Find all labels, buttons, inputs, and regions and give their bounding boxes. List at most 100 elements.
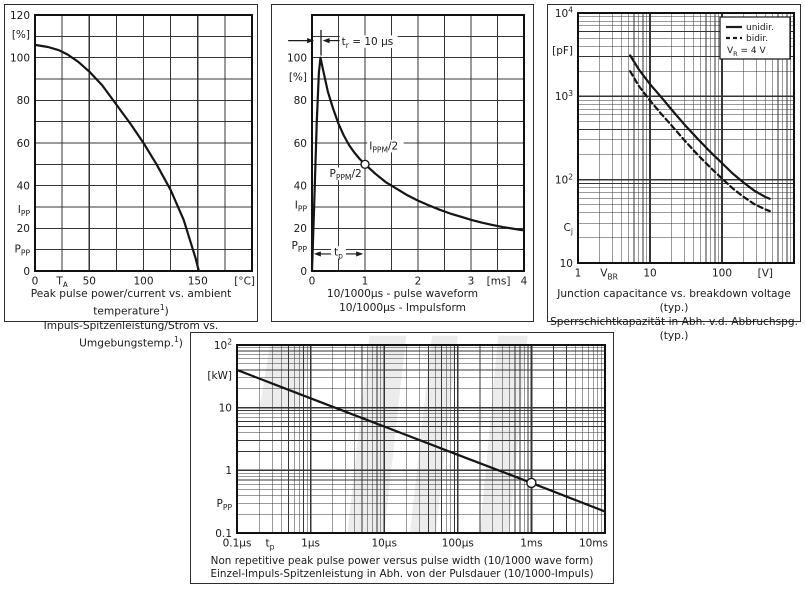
svg-text:[°C]: [°C]	[234, 276, 255, 288]
svg-text:1µs: 1µs	[301, 538, 320, 550]
svg-text:100: 100	[287, 52, 307, 64]
svg-text:PPP: PPP	[292, 240, 308, 254]
svg-text:80: 80	[17, 95, 30, 107]
svg-text:100µs: 100µs	[442, 538, 474, 550]
annotations: tr = 10 µs tp IPPM/2 PPPM/2	[288, 29, 404, 261]
pulse-waveform-caption: 10/1000µs - pulse waveform 10/1000µs - I…	[272, 287, 533, 315]
peak-pulse-power-caption: Non repetitive peak pulse power versus p…	[191, 555, 613, 581]
svg-text:3: 3	[468, 276, 475, 288]
svg-text:VR = 4 V: VR = 4 V	[727, 46, 767, 58]
svg-text:TA: TA	[55, 276, 68, 288]
svg-text:1: 1	[362, 276, 369, 288]
svg-text:60: 60	[294, 138, 307, 150]
svg-text:104: 104	[555, 6, 573, 20]
axis-labels: 1 VBR 10 100 [V] 104 [pF] 103 102 Cj 10	[552, 6, 773, 282]
legend: unidir.bidir. VR = 4 V	[719, 16, 791, 60]
svg-text:102: 102	[214, 338, 232, 352]
junction-capacitance-caption: Junction capacitance vs. breakdown volta…	[548, 287, 800, 343]
svg-text:150: 150	[188, 276, 208, 288]
caption-line-en: Junction capacitance vs. breakdown volta…	[557, 288, 791, 314]
svg-text:100: 100	[133, 276, 153, 288]
series-bidir	[629, 70, 771, 213]
svg-text:0: 0	[32, 276, 39, 288]
caption-line-en: Non repetitive peak pulse power versus p…	[210, 555, 594, 567]
panel-peak-pulse-power: 0.1µs tp 1µs 10µs 100µs 1ms 10ms 102 [kW] 10 1 PPP 0…	[190, 332, 614, 584]
svg-text:0: 0	[23, 266, 30, 278]
svg-text:[%]: [%]	[289, 72, 307, 84]
axis-labels: 0.1µs tp 1µs 10µs 100µs 1ms 10ms 102 [kW] 10 1 PPP 0…	[207, 338, 608, 552]
svg-text:1ms: 1ms	[520, 538, 542, 550]
caption-line-en: 10/1000µs - pulse waveform	[326, 288, 479, 300]
caption-line-en: Peak pulse power/current vs. ambient tem…	[30, 288, 232, 318]
svg-text:IPPM/2: IPPM/2	[369, 140, 398, 154]
caption-line-de: Einzel-Impuls-Spitzenleistung in Abh. vo…	[210, 568, 594, 580]
svg-text:PPP: PPP	[15, 243, 31, 257]
derating-caption: Peak pulse power/current vs. ambient tem…	[5, 287, 257, 350]
svg-text:tp: tp	[334, 247, 343, 261]
svg-text:1: 1	[225, 465, 232, 477]
svg-text:[%]: [%]	[12, 29, 30, 41]
series-pppm-vs-tp	[235, 368, 607, 513]
svg-text:100: 100	[10, 52, 30, 64]
caption-line-de: Impuls-Spitzenleistung/Strom vs. Umgebun…	[43, 319, 219, 350]
svg-text:40: 40	[17, 180, 30, 192]
series-derating-curve	[33, 43, 200, 273]
svg-text:20: 20	[294, 223, 307, 235]
svg-text:[kW]: [kW]	[207, 370, 232, 382]
svg-text:100: 100	[712, 268, 732, 280]
svg-text:unidir.: unidir.	[746, 23, 774, 33]
gridlines	[577, 12, 795, 264]
svg-text:tp: tp	[265, 538, 274, 552]
svg-text:PPP: PPP	[217, 498, 233, 512]
caption-line-de: Sperrschichtkapazität in Abh. v.d. Abbru…	[550, 316, 798, 342]
svg-text:102: 102	[555, 172, 573, 186]
junction-capacitance-chart: 1 VBR 10 100 [V] 104 [pF] 103 102 Cj 10 unidir.bidi…	[552, 6, 795, 282]
svg-text:PPPM/2: PPPM/2	[329, 168, 361, 182]
caption-line-de: 10/1000µs - Impulsform	[339, 302, 466, 314]
svg-text:10: 10	[560, 258, 573, 270]
svg-text:10µs: 10µs	[371, 538, 397, 550]
pulse-waveform-chart: tr = 10 µs tp IPPM/2 PPPM/2 0 1 2 3 [ms] 4 100 [%] 8…	[287, 14, 528, 287]
svg-text:VBR: VBR	[600, 268, 618, 282]
svg-text:4: 4	[521, 276, 528, 288]
axis-labels: 0 TA 50 100 150 [°C] 120 [%] 100 80 60 40 IPP 20 PPP 0	[10, 10, 255, 287]
svg-text:[pF]: [pF]	[552, 45, 573, 57]
curve-point-marker	[360, 159, 370, 170]
svg-text:0.1µs: 0.1µs	[223, 538, 252, 550]
panel-derating: 0 TA 50 100 150 [°C] 120 [%] 100 80 60 40 IPP 20 PPP 0 …	[4, 4, 258, 349]
svg-text:50: 50	[83, 276, 96, 288]
curve-point-marker	[526, 477, 537, 489]
svg-text:bidir.: bidir.	[746, 34, 768, 44]
svg-text:103: 103	[555, 89, 573, 103]
svg-text:IPP: IPP	[295, 200, 308, 214]
panel-pulse-waveform: tr = 10 µs tp IPPM/2 PPPM/2 0 1 2 3 [ms] 4 100 [%] 8…	[271, 4, 534, 322]
svg-text:2: 2	[415, 276, 422, 288]
svg-text:80: 80	[294, 95, 307, 107]
svg-text:60: 60	[17, 138, 30, 150]
svg-text:10ms: 10ms	[579, 538, 608, 550]
axis-labels: 0 1 2 3 [ms] 4 100 [%] 80 60 40 IPP 20 PPP 0	[287, 52, 528, 287]
series-pulse-curve	[310, 56, 526, 273]
svg-text:IPP: IPP	[18, 204, 31, 218]
svg-text:10: 10	[219, 402, 232, 414]
series-unidir	[629, 54, 771, 200]
svg-text:[V]: [V]	[758, 268, 773, 280]
svg-text:Cj: Cj	[564, 222, 573, 236]
svg-text:tr = 10 µs: tr = 10 µs	[342, 36, 394, 50]
gridlines	[236, 344, 606, 534]
svg-text:0.1: 0.1	[215, 528, 232, 540]
svg-text:20: 20	[17, 223, 30, 235]
svg-text:[ms]: [ms]	[487, 276, 511, 288]
panel-junction-capacitance: 1 VBR 10 100 [V] 104 [pF] 103 102 Cj 10 unidir. bidi…	[547, 4, 801, 342]
svg-text:40: 40	[294, 180, 307, 192]
svg-text:10: 10	[643, 268, 656, 280]
svg-text:120: 120	[10, 10, 30, 22]
svg-text:0: 0	[300, 266, 307, 278]
gridlines	[34, 14, 253, 272]
gridlines	[311, 14, 525, 272]
svg-text:0: 0	[309, 276, 316, 288]
derating-chart: 0 TA 50 100 150 [°C] 120 [%] 100 80 60 40 IPP 20 PPP 0	[10, 10, 255, 287]
svg-text:1: 1	[575, 268, 582, 280]
peak-pulse-power-chart: 0.1µs tp 1µs 10µs 100µs 1ms 10ms 102 [kW] 10 1 PPP 0…	[207, 335, 608, 552]
